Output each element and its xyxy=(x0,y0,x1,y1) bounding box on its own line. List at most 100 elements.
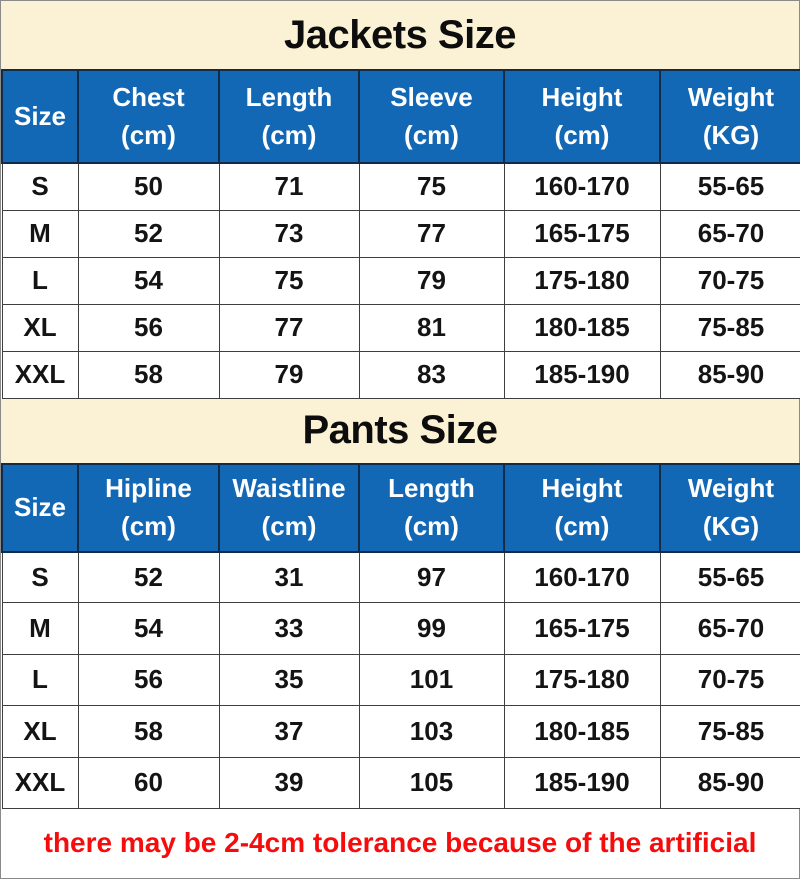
size-cell: XXL xyxy=(1,350,79,399)
value-cell: 185-190 xyxy=(503,350,661,399)
value-cell: 70-75 xyxy=(659,653,800,707)
column-unit: (KG) xyxy=(702,119,760,150)
tolerance-note: there may be 2-4cm tolerance because of … xyxy=(1,808,799,878)
value-cell: 39 xyxy=(218,756,360,809)
value-cell: 75 xyxy=(358,162,505,211)
value-cell: 75-85 xyxy=(659,303,800,352)
column-label: Weight xyxy=(687,81,775,112)
value-cell: 60 xyxy=(77,756,220,809)
value-cell: 55-65 xyxy=(659,550,800,604)
value-cell: 35 xyxy=(218,653,360,707)
value-cell: 160-170 xyxy=(503,162,661,211)
pants-section-title: Pants Size xyxy=(1,398,799,463)
value-cell: 175-180 xyxy=(503,256,661,305)
value-cell: 81 xyxy=(358,303,505,352)
value-cell: 55-65 xyxy=(659,162,800,211)
table-row: S 50 71 75 160-170 55-65 xyxy=(1,162,800,211)
column-unit: (cm) xyxy=(554,119,610,150)
column-label: Hipline xyxy=(105,472,192,503)
column-unit: (cm) xyxy=(261,510,317,541)
value-cell: 54 xyxy=(77,256,220,305)
value-cell: 52 xyxy=(77,550,220,604)
value-cell: 79 xyxy=(218,350,360,399)
column-unit: (KG) xyxy=(702,510,760,541)
table-row: L 56 35 101 175-180 70-75 xyxy=(1,653,800,707)
value-cell: 33 xyxy=(218,602,360,655)
jackets-header-row: Size Chest (cm) Length (cm) Sleeve (cm) … xyxy=(1,69,800,164)
value-cell: 65-70 xyxy=(659,209,800,258)
size-cell: L xyxy=(1,653,79,707)
value-cell: 65-70 xyxy=(659,602,800,655)
size-cell: M xyxy=(1,602,79,655)
value-cell: 58 xyxy=(77,705,220,758)
value-cell: 31 xyxy=(218,550,360,604)
value-cell: 52 xyxy=(77,209,220,258)
column-unit: (cm) xyxy=(261,119,317,150)
column-header-height: Height (cm) xyxy=(503,462,661,553)
value-cell: 175-180 xyxy=(503,653,661,707)
column-label: Sleeve xyxy=(390,81,473,112)
column-label: Size xyxy=(13,491,67,522)
column-unit: (cm) xyxy=(404,119,459,150)
column-label: Chest xyxy=(112,81,185,112)
table-row: XXL 58 79 83 185-190 85-90 xyxy=(1,350,800,399)
value-cell: 71 xyxy=(218,162,360,211)
column-label: Weight xyxy=(687,472,775,503)
size-cell: S xyxy=(1,162,79,211)
value-cell: 180-185 xyxy=(503,705,661,758)
tolerance-note-text: there may be 2-4cm tolerance because of … xyxy=(43,827,757,859)
value-cell: 50 xyxy=(77,162,220,211)
column-label: Height xyxy=(541,81,623,112)
value-cell: 185-190 xyxy=(503,756,661,809)
value-cell: 56 xyxy=(77,303,220,352)
value-cell: 73 xyxy=(218,209,360,258)
value-cell: 85-90 xyxy=(659,756,800,809)
table-row: XL 56 77 81 180-185 75-85 xyxy=(1,303,800,352)
column-label: Waistline xyxy=(232,472,346,503)
column-label: Height xyxy=(541,472,623,503)
column-unit: (cm) xyxy=(121,119,176,150)
size-cell: XL xyxy=(1,705,79,758)
column-header-size: Size xyxy=(1,69,79,164)
value-cell: 79 xyxy=(358,256,505,305)
column-unit: (cm) xyxy=(121,510,176,541)
value-cell: 165-175 xyxy=(503,209,661,258)
table-row: XXL 60 39 105 185-190 85-90 xyxy=(1,756,800,809)
value-cell: 37 xyxy=(218,705,360,758)
table-row: L 54 75 79 175-180 70-75 xyxy=(1,256,800,305)
value-cell: 77 xyxy=(218,303,360,352)
value-cell: 99 xyxy=(358,602,505,655)
column-label: Size xyxy=(13,100,67,131)
value-cell: 56 xyxy=(77,653,220,707)
column-header-waistline: Waistline (cm) xyxy=(218,462,360,553)
value-cell: 85-90 xyxy=(659,350,800,399)
pants-title-text: Pants Size xyxy=(302,408,498,452)
size-cell: S xyxy=(1,550,79,604)
column-header-hipline: Hipline (cm) xyxy=(77,462,220,553)
table-row: S 52 31 97 160-170 55-65 xyxy=(1,550,800,604)
value-cell: 75 xyxy=(218,256,360,305)
column-unit: (cm) xyxy=(404,510,459,541)
value-cell: 83 xyxy=(358,350,505,399)
column-header-sleeve: Sleeve (cm) xyxy=(358,69,505,164)
value-cell: 180-185 xyxy=(503,303,661,352)
column-header-size: Size xyxy=(1,462,79,553)
value-cell: 103 xyxy=(358,705,505,758)
value-cell: 97 xyxy=(358,550,505,604)
column-header-weight: Weight (KG) xyxy=(659,462,800,553)
column-header-length: Length (cm) xyxy=(218,69,360,164)
size-cell: M xyxy=(1,209,79,258)
jackets-size-table: Size Chest (cm) Length (cm) Sleeve (cm) … xyxy=(1,69,800,399)
value-cell: 75-85 xyxy=(659,705,800,758)
column-header-chest: Chest (cm) xyxy=(77,69,220,164)
size-cell: XXL xyxy=(1,756,79,809)
size-cell: L xyxy=(1,256,79,305)
column-unit: (cm) xyxy=(554,510,610,541)
value-cell: 77 xyxy=(358,209,505,258)
table-row: M 52 73 77 165-175 65-70 xyxy=(1,209,800,258)
column-header-weight: Weight (KG) xyxy=(659,69,800,164)
column-header-height: Height (cm) xyxy=(503,69,661,164)
pants-header-row: Size Hipline (cm) Waistline (cm) Length … xyxy=(1,462,800,553)
value-cell: 101 xyxy=(358,653,505,707)
size-cell: XL xyxy=(1,303,79,352)
